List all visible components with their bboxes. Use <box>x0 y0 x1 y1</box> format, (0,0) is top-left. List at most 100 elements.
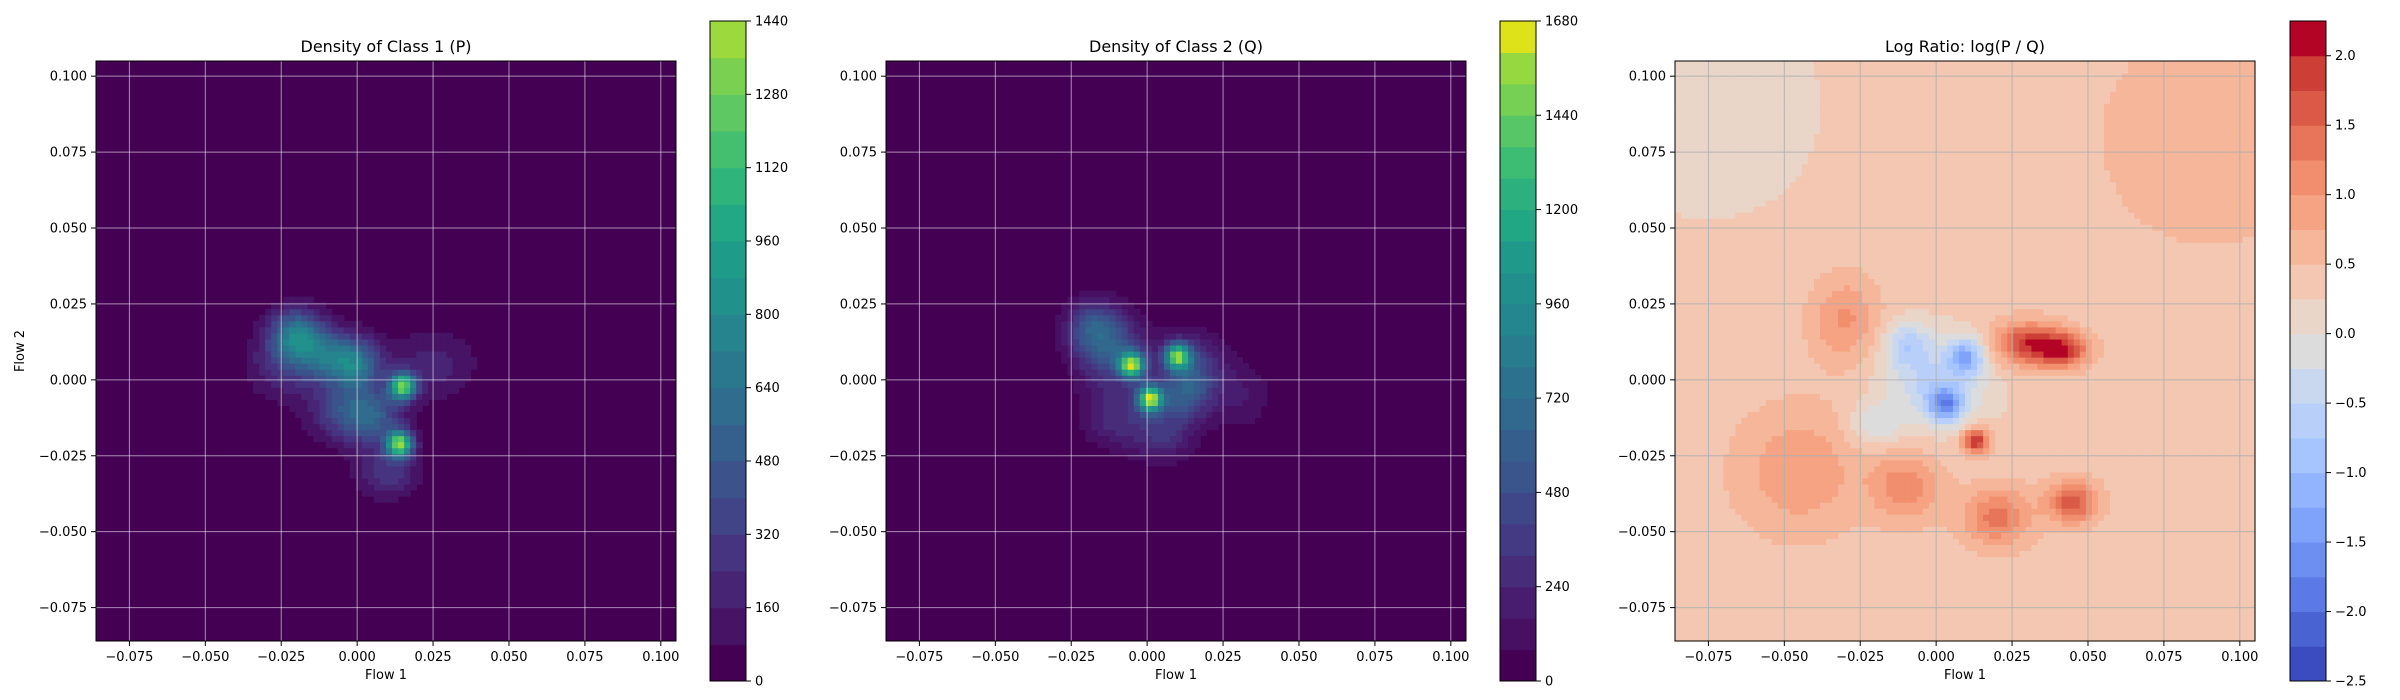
y-tick-label: −0.075 <box>39 601 87 616</box>
density-cell <box>398 465 405 473</box>
density-cell <box>1675 435 1682 443</box>
density-cell <box>1795 453 1803 461</box>
density-cell <box>2242 520 2250 527</box>
x-tick-label: 0.050 <box>490 650 527 665</box>
density-cell <box>1254 393 1262 400</box>
density-cell <box>2013 556 2020 564</box>
density-cell <box>1079 351 1086 358</box>
density-cell <box>313 320 321 328</box>
density-cell <box>283 302 290 310</box>
density-cell <box>2170 526 2178 533</box>
density-cell <box>1693 628 1700 636</box>
density-cell <box>2158 574 2165 582</box>
density-cell <box>2146 610 2153 618</box>
density-cell <box>410 477 417 485</box>
density-cell <box>1844 435 1851 443</box>
density-cell <box>446 375 454 382</box>
density-cell <box>1741 520 1749 527</box>
density-cell <box>1103 423 1111 431</box>
density-cell <box>331 357 339 364</box>
density-cell <box>1965 508 1972 515</box>
density-cell <box>1711 598 1718 606</box>
density-cell <box>1934 459 1942 467</box>
density-cell <box>1145 441 1153 449</box>
density-cell <box>2043 526 2051 533</box>
density-cell <box>1699 598 1706 606</box>
density-cell <box>1783 459 1791 467</box>
density-cell <box>373 351 381 358</box>
density-cell <box>1723 447 1730 455</box>
density-cell <box>2140 628 2147 636</box>
density-cell <box>1693 562 1700 570</box>
density-cell <box>2110 435 2117 443</box>
density-cell <box>1844 502 1851 509</box>
density-cell <box>1910 556 1918 564</box>
density-cell <box>319 369 327 376</box>
density-cell <box>1850 483 1857 491</box>
density-cell <box>2025 550 2033 558</box>
density-cell <box>1916 538 1924 545</box>
density-cell <box>2037 526 2045 533</box>
density-cell <box>1977 429 1984 437</box>
density-cell <box>1741 586 1749 594</box>
density-cell <box>2182 441 2190 449</box>
density-cell <box>1934 496 1942 503</box>
density-cell <box>1206 338 1213 346</box>
density-cell <box>2152 544 2159 551</box>
density-cell <box>2164 544 2172 551</box>
density-cell <box>1091 296 1099 304</box>
density-cell <box>410 387 417 394</box>
density-cell <box>452 338 460 346</box>
density-cell <box>1711 496 1718 503</box>
density-cell <box>1940 538 1948 545</box>
density-cell <box>1965 453 1972 461</box>
density-cell <box>1965 634 1972 642</box>
density-cell <box>2110 496 2117 503</box>
density-cell <box>1874 556 1882 564</box>
density-cell <box>265 320 272 328</box>
density-cell <box>1952 544 1960 551</box>
density-cell <box>1103 351 1111 358</box>
density-cell <box>2043 477 2051 485</box>
density-cell <box>1940 586 1948 594</box>
density-cell <box>349 357 357 364</box>
density-cell <box>1928 538 1936 545</box>
density-cell <box>361 477 369 485</box>
density-cell <box>259 326 266 334</box>
density-cell <box>1844 429 1851 437</box>
density-cell <box>1067 351 1074 358</box>
density-cell <box>1073 296 1080 304</box>
density-cell <box>2001 562 2008 570</box>
density-cell <box>1699 483 1706 491</box>
density-cell <box>1230 351 1238 358</box>
density-cell <box>1916 592 1924 600</box>
density-cell <box>1965 477 1972 485</box>
density-cell <box>247 351 254 358</box>
density-cell <box>2043 483 2051 491</box>
density-cell <box>2164 538 2172 545</box>
density-cell <box>2085 496 2093 503</box>
density-cell <box>1826 574 1833 582</box>
density-cell <box>319 302 327 310</box>
density-cell <box>422 399 429 406</box>
density-cell <box>1789 592 1797 600</box>
density-cell <box>1838 574 1845 582</box>
density-cell <box>1753 465 1761 473</box>
density-cell <box>2085 483 2093 491</box>
density-cell <box>1103 399 1111 406</box>
density-cell <box>1838 544 1845 551</box>
density-cell <box>271 369 278 376</box>
density-cell <box>1789 508 1797 515</box>
density-cell <box>1910 489 1918 497</box>
colorbar-segment <box>1500 492 1536 525</box>
density-cell <box>1934 568 1942 576</box>
density-cell <box>1807 592 1815 600</box>
density-cell <box>1693 610 1700 618</box>
density-cell <box>265 381 272 388</box>
density-cell <box>1061 357 1068 364</box>
density-cell <box>1681 532 1688 539</box>
density-cell <box>1151 441 1159 449</box>
density-cell <box>2182 489 2190 497</box>
density-cell <box>2212 477 2220 485</box>
density-cell <box>2164 520 2172 527</box>
